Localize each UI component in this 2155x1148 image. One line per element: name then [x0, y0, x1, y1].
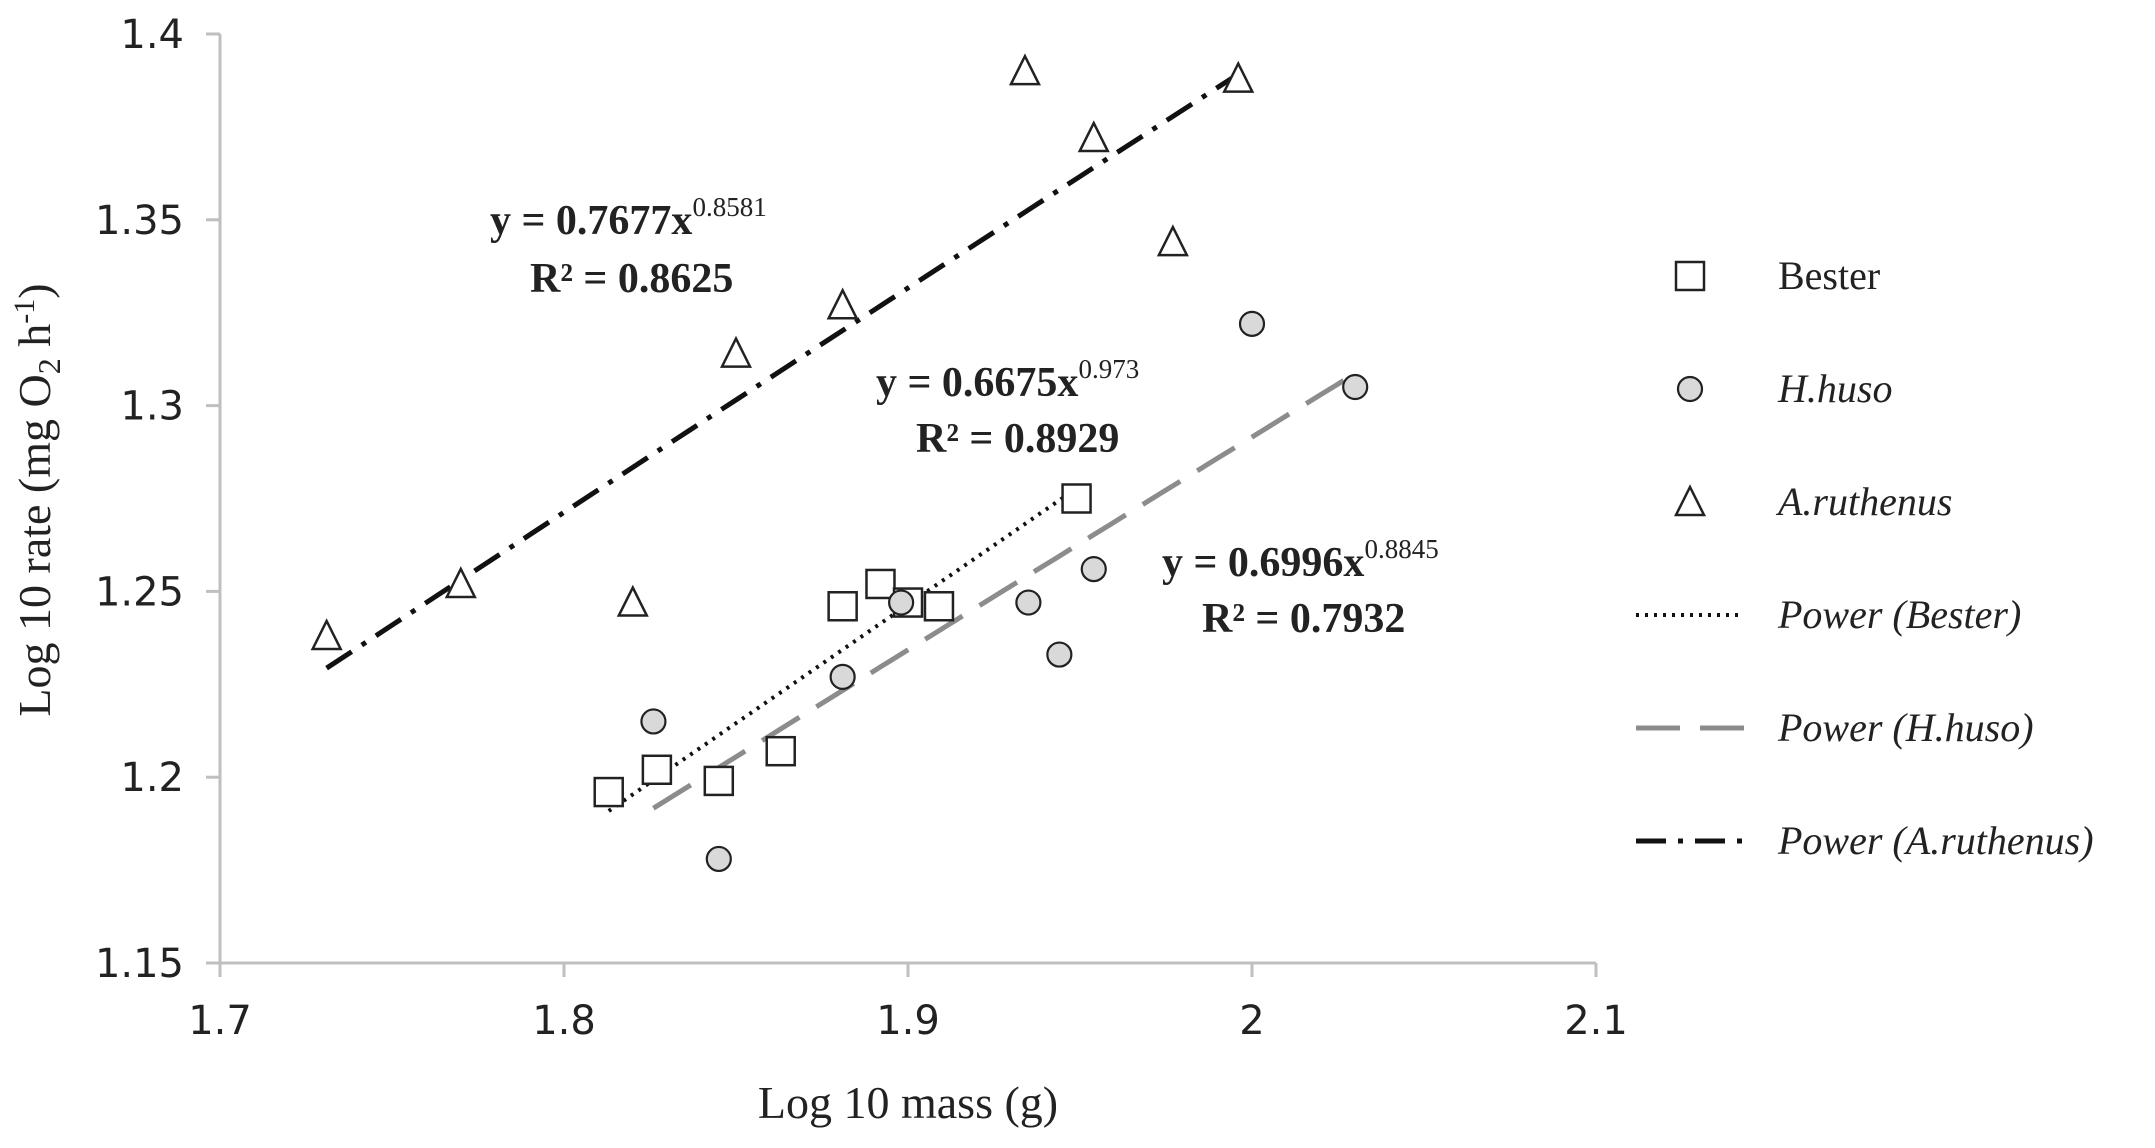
data-point-triangle	[616, 584, 649, 617]
data-point-square	[641, 754, 673, 786]
x-tick-label: 2	[1239, 998, 1264, 1044]
data-point-triangle	[1008, 53, 1041, 86]
data-point-triangle	[310, 618, 343, 651]
legend-item: Power (Bester)	[1636, 592, 2021, 637]
trendline-dotted	[607, 486, 1078, 813]
legend-marker-square	[1674, 260, 1706, 292]
data-point-triangle	[1222, 60, 1255, 93]
data-point-square	[865, 568, 896, 600]
legend-item: Power (A.ruthenus)	[1636, 818, 2094, 863]
y-tick-label: 1.35	[95, 198, 184, 244]
trendline-r2: R² = 0.8625	[530, 256, 733, 302]
trendline-equation: y = 0.6996x0.8845	[1162, 534, 1439, 586]
x-tick-label: 1.8	[532, 998, 596, 1044]
data-point-triangle	[1156, 224, 1189, 257]
data-point-circle	[888, 589, 915, 616]
series-circle	[640, 310, 1369, 873]
data-point-triangle	[826, 287, 859, 320]
legend-label: Power (H.huso)	[1777, 705, 2034, 750]
legend-label: A.ruthenus	[1775, 479, 1952, 524]
legend-label: Power (A.ruthenus)	[1777, 818, 2094, 863]
legend-item: H.huso	[1676, 366, 1892, 411]
data-point-circle	[1238, 310, 1266, 337]
data-point-triangle	[1077, 120, 1110, 153]
y-tick-label: 1.4	[120, 12, 184, 58]
y-tick-label: 1.25	[95, 569, 184, 615]
trendline-equation: y = 0.6675x0.973	[876, 354, 1139, 406]
data-point-square	[827, 591, 858, 622]
x-tick-label: 2.1	[1564, 998, 1628, 1044]
y-tick-label: 1.3	[120, 384, 184, 430]
legend-label: H.huso	[1777, 366, 1892, 411]
trendline-dashdot	[325, 72, 1240, 671]
trendline-r2: R² = 0.8929	[916, 416, 1119, 462]
legend-marker-triangle	[1673, 484, 1707, 517]
data-point-square	[765, 735, 796, 767]
legend-label: Power (Bester)	[1777, 592, 2021, 637]
x-tick-label: 1.7	[188, 998, 252, 1044]
data-point-circle	[829, 663, 856, 690]
data-point-triangle	[444, 566, 477, 599]
data-point-square	[593, 776, 624, 808]
legend-item: A.ruthenus	[1673, 479, 1952, 524]
x-axis-title: Log 10 mass (g)	[758, 1077, 1058, 1128]
y-axis-title: Log 10 rate (mg O2 h-1)	[8, 283, 67, 716]
trendline-dashed	[652, 371, 1357, 811]
series-triangle	[310, 53, 1255, 651]
y-tick-label: 1.2	[120, 755, 184, 801]
trendline-equation: y = 0.7677x0.8581	[490, 192, 767, 244]
data-point-square	[923, 591, 955, 622]
trendline-r2: R² = 0.7932	[1202, 596, 1405, 642]
legend-marker-circle	[1676, 375, 1704, 403]
x-tick-label: 1.9	[876, 998, 940, 1044]
legend-item: Power (H.huso)	[1636, 705, 2034, 750]
data-point-circle	[1015, 589, 1042, 616]
data-point-triangle	[719, 335, 753, 368]
data-point-square	[703, 765, 735, 797]
legend-label: Bester	[1778, 253, 1880, 298]
data-point-circle	[1046, 641, 1073, 668]
data-point-circle	[705, 845, 732, 873]
legend: Bester H.huso A.ruthenus Power (Bester) Powe…	[1636, 253, 2094, 863]
legend-item: Bester	[1674, 253, 1880, 298]
series-square	[593, 483, 1092, 808]
y-tick-label: 1.15	[95, 941, 184, 987]
data-point-circle	[640, 708, 667, 735]
data-point-circle	[1080, 556, 1107, 583]
data-point-square	[1061, 483, 1092, 514]
data-point-circle	[1342, 373, 1369, 401]
